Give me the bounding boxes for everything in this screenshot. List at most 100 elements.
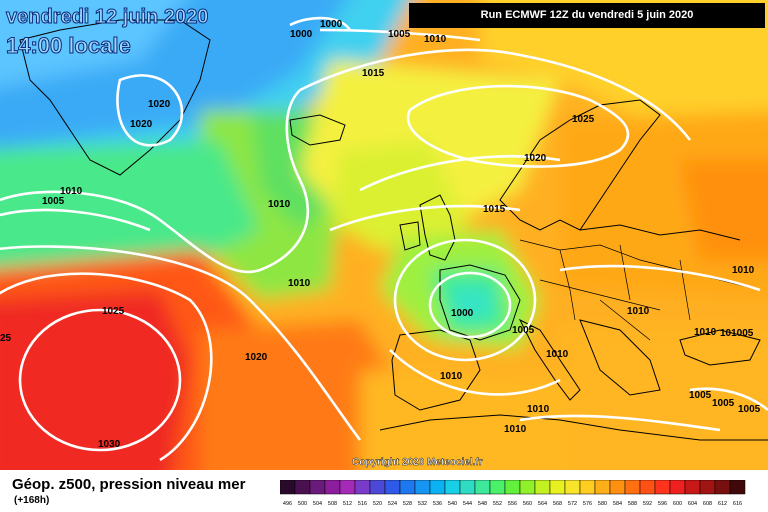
isobar-label: 1020 — [148, 99, 171, 110]
isobar-1020-central — [359, 154, 561, 192]
scale-swatch — [639, 480, 656, 495]
isobar-label: 1025 — [572, 114, 595, 125]
ireland-coast — [399, 221, 421, 251]
scale-tick-label: 552 — [493, 501, 502, 507]
scale-tick-label: 496 — [283, 501, 292, 507]
isobar-label: 1005 — [388, 29, 411, 40]
scale-tick-label: 612 — [718, 501, 727, 507]
scale-tick-label: 516 — [358, 501, 367, 507]
isobar-label: 1010 — [694, 327, 717, 338]
isobar-label: 1020 — [524, 153, 547, 164]
scale-swatch — [714, 480, 731, 495]
scale-swatch — [489, 480, 506, 495]
scale-swatch — [699, 480, 716, 495]
isobar-1025-north — [406, 84, 630, 168]
isobar-1020-north — [116, 74, 184, 147]
british-isles-coast — [419, 194, 456, 261]
scale-tick-label: 540 — [448, 501, 457, 507]
scale-tick-label: 548 — [478, 501, 487, 507]
scale-tick-label: 568 — [553, 501, 562, 507]
scale-swatch — [684, 480, 701, 495]
scale-swatch — [369, 480, 386, 495]
scale-swatch — [579, 480, 596, 495]
isobar-label: 1005 — [712, 398, 735, 409]
scale-tick-label: 544 — [463, 501, 472, 507]
copyright-notice: Copyright 2020 Meteociel.fr — [352, 457, 483, 468]
scale-swatch — [594, 480, 611, 495]
scale-tick-label: 580 — [598, 501, 607, 507]
iceland-coast — [289, 114, 346, 146]
forecast-date: vendredi 12 juin 2020 — [5, 6, 209, 29]
scale-tick-label: 576 — [583, 501, 592, 507]
color-scale: 496 500 504 508 512 516 520 524 528 532 536 540 544 5… — [280, 480, 746, 507]
greenland-coast — [19, 19, 211, 176]
scale-swatch — [309, 480, 326, 495]
scale-swatch — [429, 480, 446, 495]
scale-tick-label: 528 — [403, 501, 412, 507]
scale-tick-label: 584 — [613, 501, 622, 507]
baltic-coast — [579, 224, 741, 241]
scale-swatch — [459, 480, 476, 495]
isobar-label: 1025 — [102, 306, 125, 317]
isobar-label: 1000 — [290, 29, 313, 40]
isobar-label: 101005 — [720, 328, 754, 339]
balkans-coast — [579, 319, 661, 396]
isobar-label: 1010 — [546, 349, 569, 360]
europe-borders — [519, 239, 761, 341]
africa-coast — [379, 414, 768, 441]
isobar-label: 1010 — [268, 199, 291, 210]
scale-swatch — [624, 480, 641, 495]
scale-swatch — [339, 480, 356, 495]
isobar-1005-low — [393, 238, 537, 362]
scale-tick-label: 520 — [373, 501, 382, 507]
isobar-label: 1010 — [288, 278, 311, 289]
scale-swatch — [504, 480, 521, 495]
scale-swatch — [354, 480, 371, 495]
isobar-label: 1005 — [512, 325, 535, 336]
isobar-label: 1030 — [98, 439, 121, 450]
scale-swatch — [414, 480, 431, 495]
isobar-1015-central — [329, 204, 521, 232]
isobar-1010-mediterranean — [519, 414, 721, 432]
isobar-label: 1005 — [738, 404, 761, 415]
isobar-label: 1020 — [245, 352, 268, 363]
scale-tick-label: 608 — [703, 501, 712, 507]
france-coast — [439, 264, 521, 341]
isobar-1020-south — [0, 245, 362, 441]
scale-tick-label: 616 — [733, 501, 742, 507]
isobar-label: 1005 — [42, 196, 65, 207]
geopotential-field — [0, 0, 768, 470]
scale-tick-label: 500 — [298, 501, 307, 507]
isobar-label: 1010 — [527, 404, 550, 415]
scale-swatch — [444, 480, 461, 495]
scale-swatch — [399, 480, 416, 495]
isobar-label: 1010 — [732, 265, 755, 276]
scale-tick-label: 524 — [388, 501, 397, 507]
isobar-label: 25 — [0, 333, 12, 344]
isobar-label: 1015 — [362, 68, 385, 79]
scale-swatch — [654, 480, 671, 495]
scale-tick-label: 604 — [688, 501, 697, 507]
scale-swatch — [519, 480, 536, 495]
isobar-1000-top — [289, 16, 352, 31]
scale-tick-label: 512 — [343, 501, 352, 507]
scale-swatch — [474, 480, 491, 495]
coastlines — [19, 19, 768, 441]
forecast-step: (+168h) — [14, 495, 50, 506]
isobar-1010-north — [319, 28, 481, 42]
isobar-labels: 1000 1000 1005 1010 1015 1020 1020 1010 … — [0, 19, 761, 450]
scale-tick-label: 592 — [643, 501, 652, 507]
scale-swatch — [729, 480, 746, 495]
scale-swatch — [669, 480, 686, 495]
scale-swatch — [294, 480, 311, 495]
forecast-local-time: 14:00 locale — [6, 33, 132, 59]
isobar-1010-west — [0, 89, 310, 274]
isobar-1015-arc — [299, 48, 692, 141]
scale-tick-label: 504 — [313, 501, 322, 507]
scale-swatch — [280, 480, 296, 495]
scale-swatch — [534, 480, 551, 495]
scale-tick-label: 560 — [523, 501, 532, 507]
isobar-1030-high — [18, 308, 182, 452]
scale-tick-label: 536 — [433, 501, 442, 507]
scale-tick-label: 572 — [568, 501, 577, 507]
